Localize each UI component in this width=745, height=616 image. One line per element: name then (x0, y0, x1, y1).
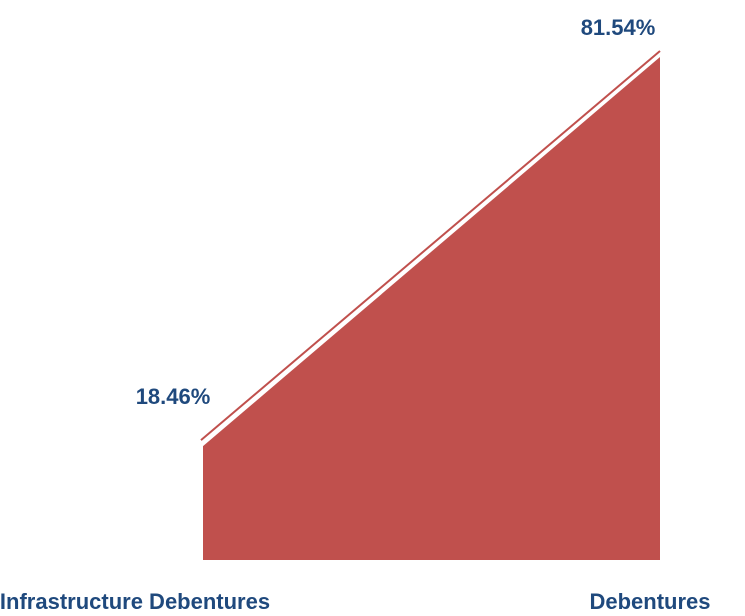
category-label-0: Infrastructure Debentures (0, 589, 270, 614)
data-label-1: 81.54% (581, 15, 656, 40)
area-top-highlight (200, 53, 661, 444)
category-axis: Infrastructure Debentures Debentures (0, 589, 711, 614)
plot-area (200, 50, 661, 560)
data-labels: 18.46% 81.54% (136, 15, 656, 409)
area-top-edge (200, 50, 661, 441)
category-label-1: Debentures (589, 589, 710, 614)
area-series (203, 57, 660, 560)
data-label-0: 18.46% (136, 384, 211, 409)
